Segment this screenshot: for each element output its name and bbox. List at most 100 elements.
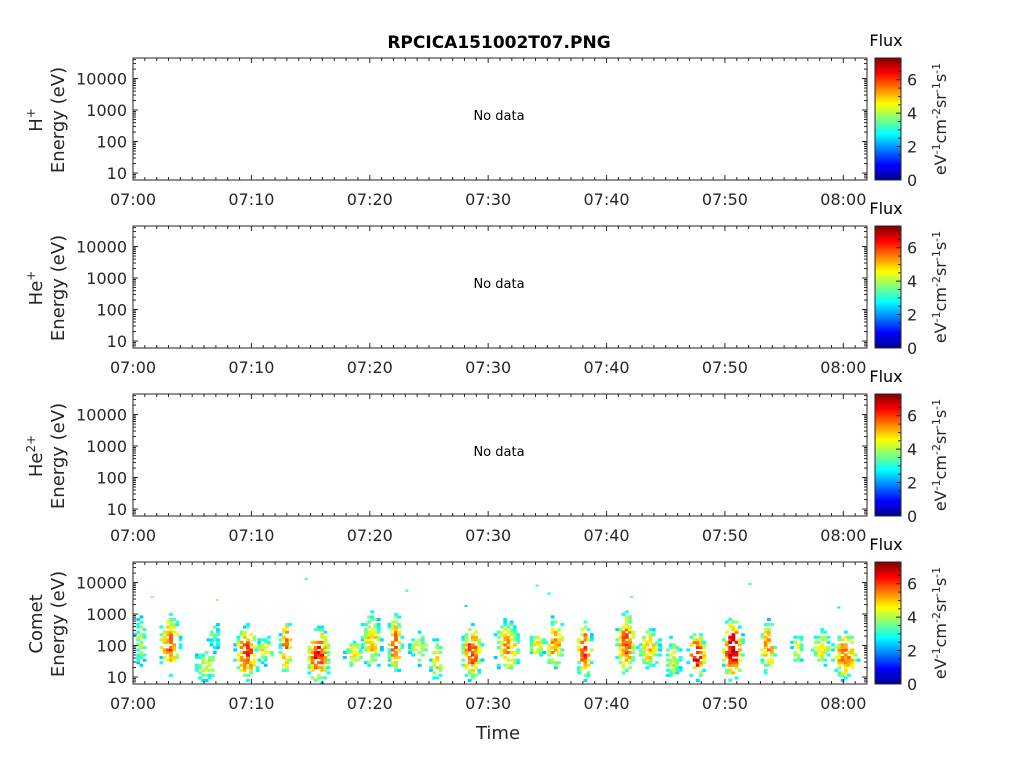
flux-cell-7 xyxy=(320,640,325,644)
colorbar-title: Flux xyxy=(869,535,902,554)
flux-cell-13 xyxy=(474,648,478,652)
flux-cell-1 xyxy=(172,625,177,629)
flux-cell-13 xyxy=(471,638,475,642)
flux-cell-26 xyxy=(850,658,855,662)
colorbar-tick-label: 2 xyxy=(907,306,917,325)
flux-cell-22 xyxy=(725,651,729,655)
flux-cell-20 xyxy=(669,645,673,649)
flux-cell-26 xyxy=(850,651,855,655)
flux-cell-10 xyxy=(394,630,398,634)
x-tick-label: 07:40 xyxy=(583,358,629,377)
flux-cell-17 xyxy=(583,620,588,624)
flux-cell-18 xyxy=(621,635,626,639)
flux-cell-11 xyxy=(420,645,425,649)
flux-cell-4 xyxy=(246,625,250,629)
flux-cell-19 xyxy=(648,663,653,667)
flux-cell-19 xyxy=(651,645,656,649)
flux-cell-18 xyxy=(628,645,632,649)
flux-cell-19 xyxy=(648,628,653,632)
flux-cell-25 xyxy=(813,640,818,644)
flux-cell-13 xyxy=(474,638,478,642)
flux-cell-23 xyxy=(770,653,774,657)
flux-cell-22 xyxy=(741,633,745,637)
flux-cell-1 xyxy=(159,656,164,660)
flux-cell-12 xyxy=(438,663,443,667)
flux-cell-4 xyxy=(252,635,257,639)
flux-cell-22 xyxy=(734,651,739,655)
flux-cell-10 xyxy=(394,661,398,665)
colorbar-tick-label: 6 xyxy=(907,575,917,594)
flux-cell-9 xyxy=(373,623,378,627)
flux-cell-16 xyxy=(547,651,552,655)
flux-cell-25 xyxy=(823,648,828,652)
flux-cell-19 xyxy=(655,640,659,644)
flux-cell-11 xyxy=(417,663,422,667)
flux-cell-4 xyxy=(249,633,254,637)
flux-cell-16 xyxy=(553,640,558,644)
flux-cell-16 xyxy=(553,620,558,624)
flux-cell-17 xyxy=(577,638,581,642)
flux-cell-7 xyxy=(323,666,328,670)
flux-cell-22 xyxy=(721,663,726,667)
flux-cell-20 xyxy=(675,658,680,662)
flux-cell-22 xyxy=(721,638,726,642)
flux-cell-1 xyxy=(169,651,173,655)
y-axis-label: He+ Energy (eV) xyxy=(24,235,69,341)
flux-cell-1 xyxy=(165,648,170,652)
flux-cell-14 xyxy=(509,628,514,632)
flux-cell-26 xyxy=(837,651,842,655)
flux-cell-4 xyxy=(233,648,238,652)
flux-cell-8 xyxy=(346,651,350,655)
flux-cell-26 xyxy=(843,645,848,649)
flux-cell-9 xyxy=(373,633,378,637)
flux-cell-15 xyxy=(539,648,544,652)
flux-cell-7 xyxy=(320,666,325,670)
colorbar-unit-label: eV-1cm-2sr-1s-1 xyxy=(930,399,950,511)
flux-cell-7 xyxy=(323,656,328,660)
figure-title: RPCICA151002T07.PNG xyxy=(387,33,610,53)
flux-cell-10 xyxy=(394,625,398,629)
flux-cell-11 xyxy=(408,643,412,647)
flux-cell-14 xyxy=(512,633,517,637)
flux-cell-2 xyxy=(195,653,199,657)
flux-cell-22 xyxy=(731,661,736,665)
flux-cell-13 xyxy=(474,658,478,662)
flux-cell-19 xyxy=(651,630,656,634)
flux-cell-26 xyxy=(837,653,842,657)
flux-cell-13 xyxy=(464,648,469,652)
flux-cell-1 xyxy=(159,625,164,629)
colorbar-title: Flux xyxy=(869,199,902,218)
species-label: H+ xyxy=(24,108,47,132)
flux-cell-1 xyxy=(165,638,170,642)
flux-cell-13 xyxy=(471,661,475,665)
flux-cell-7 xyxy=(320,656,325,660)
flux-cell-8 xyxy=(343,656,347,660)
flux-cell-9 xyxy=(380,645,384,649)
flux-cell-19 xyxy=(648,633,653,637)
flux-cell-10 xyxy=(397,633,402,637)
flux-cell-18 xyxy=(618,653,623,657)
flux-cell-9 xyxy=(364,648,368,652)
flux-cell-25 xyxy=(820,628,825,632)
flux-cell-7 xyxy=(313,640,318,644)
flux-cell-9 xyxy=(364,645,368,649)
x-tick-label: 07:50 xyxy=(702,190,748,209)
flux-cell-22 xyxy=(725,663,729,667)
flux-cell-26 xyxy=(840,661,845,665)
flux-cell-23 xyxy=(760,661,765,665)
flux-cell-9 xyxy=(373,625,378,629)
flux-cell-9 xyxy=(376,623,381,627)
flux-cell-23 xyxy=(763,635,768,639)
x-tick-label: 07:10 xyxy=(228,358,274,377)
flux-cell-8 xyxy=(349,648,354,652)
flux-cell-19 xyxy=(642,653,646,657)
flux-cell-7 xyxy=(317,653,321,657)
flux-cell-10 xyxy=(390,628,395,632)
flux-cell-14 xyxy=(506,666,511,670)
flux-cell-9 xyxy=(380,648,384,652)
flux-cell-20 xyxy=(678,648,683,652)
flux-cell-25 xyxy=(810,648,815,652)
flux-cell-15 xyxy=(539,638,544,642)
flux-cell-10 xyxy=(394,663,398,667)
flux-cell-6 xyxy=(285,668,289,672)
